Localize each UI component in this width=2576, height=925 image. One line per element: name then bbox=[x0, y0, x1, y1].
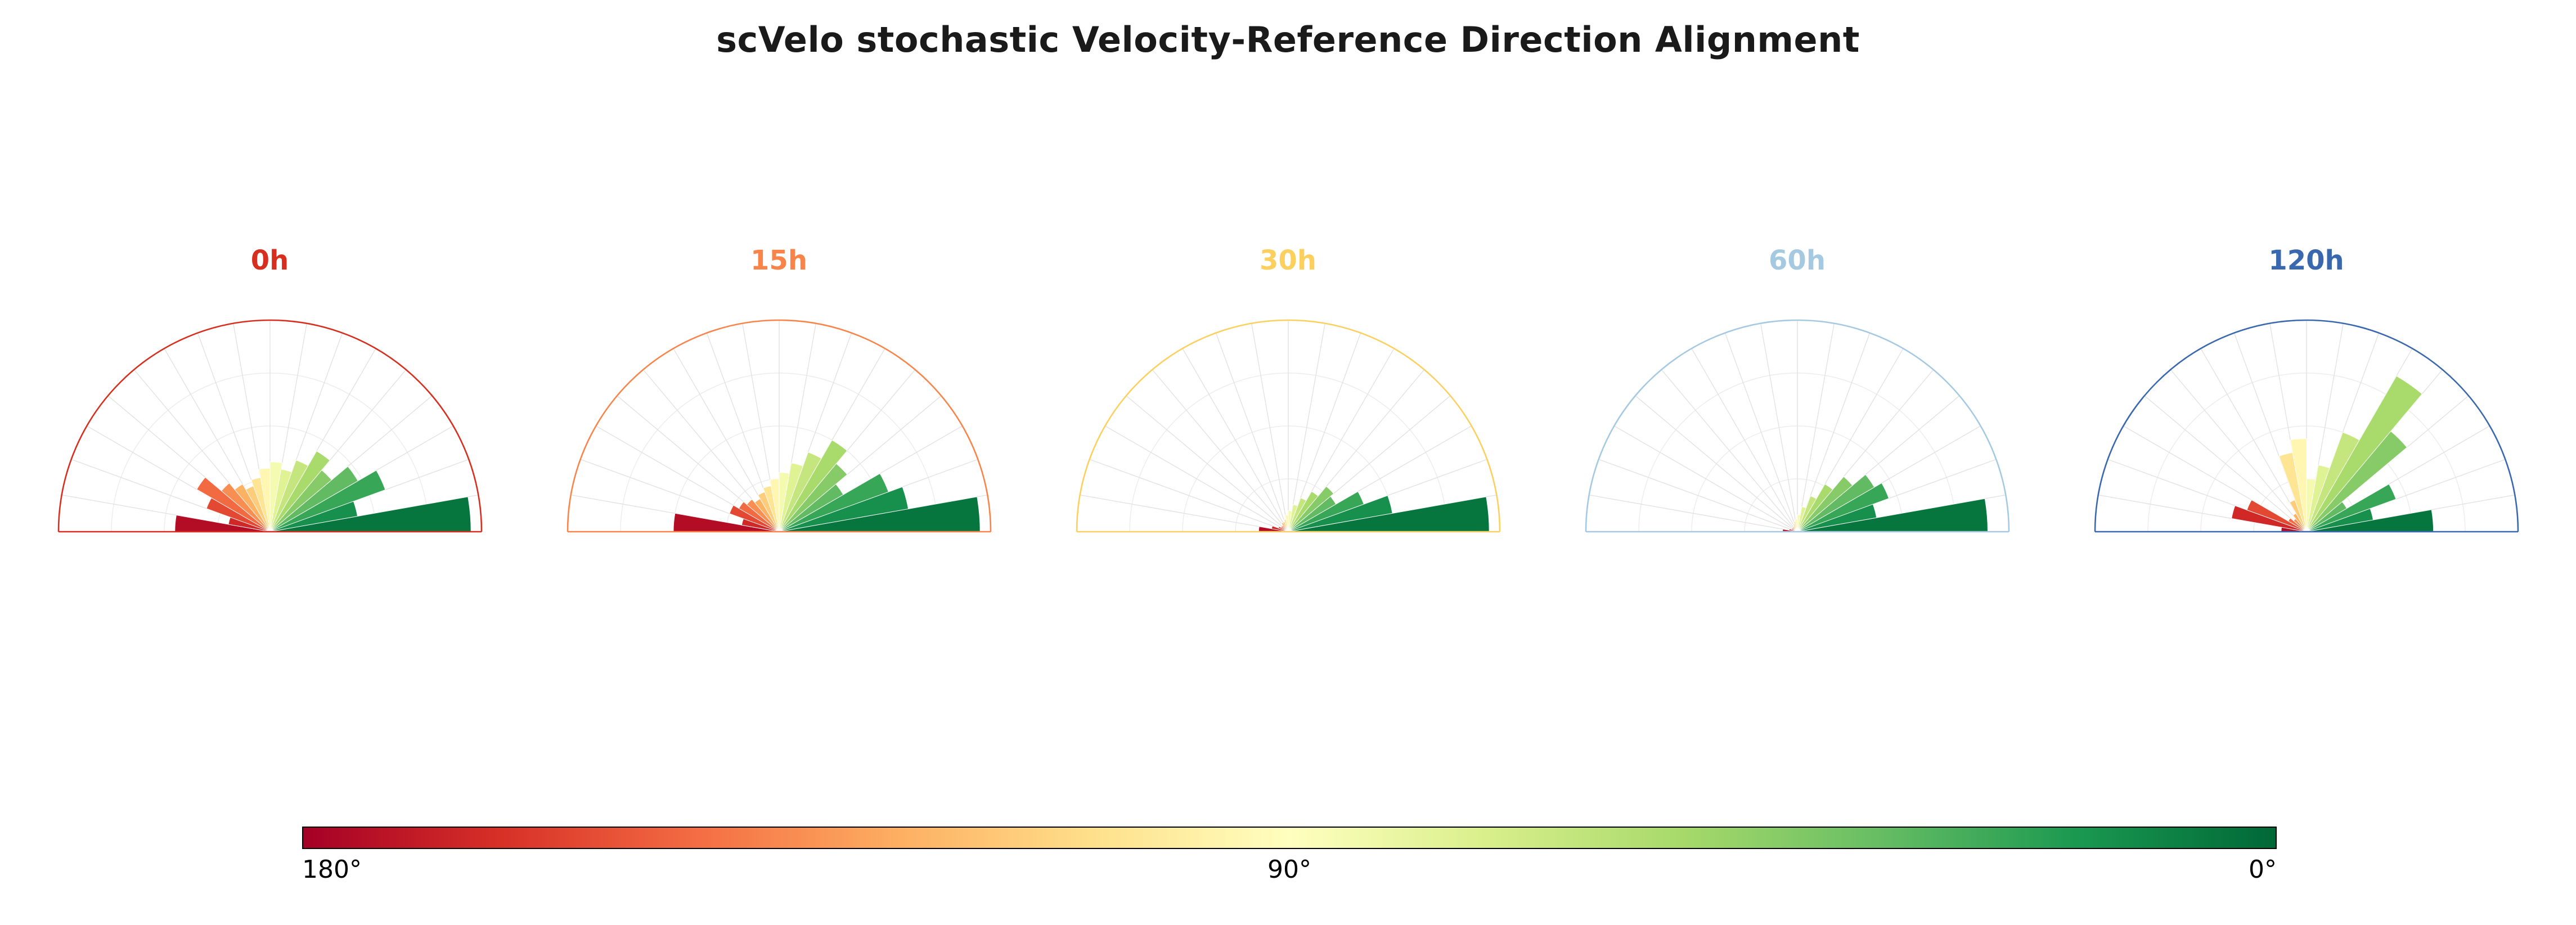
polar-spine-arc bbox=[1076, 319, 1500, 532]
histogram-bar bbox=[729, 505, 779, 532]
grid-spoke bbox=[1589, 495, 1797, 532]
histogram-bar bbox=[196, 477, 270, 532]
subplot-title-0h: 0h bbox=[250, 245, 289, 276]
histogram-bar bbox=[221, 482, 270, 532]
subplot-120h: 120h bbox=[2052, 245, 2561, 536]
grid-spoke bbox=[1691, 348, 1798, 532]
histogram-bar bbox=[234, 483, 270, 532]
histogram-bar bbox=[1797, 482, 1889, 532]
colorbar bbox=[302, 827, 2277, 849]
histogram-bar bbox=[746, 499, 779, 532]
subplot-15h: 15h bbox=[524, 245, 1033, 536]
histogram-bar bbox=[779, 463, 848, 532]
histogram-bar bbox=[269, 451, 330, 532]
grid-spoke bbox=[1126, 395, 1288, 532]
figure-title: scVelo stochastic Velocity-Reference Dir… bbox=[716, 19, 1860, 60]
subplot-0h: 0h bbox=[15, 245, 524, 536]
rose-chart-30h bbox=[1076, 319, 1500, 533]
histogram-bar bbox=[2306, 430, 2407, 532]
grid-spoke bbox=[1613, 425, 1797, 532]
histogram-bar bbox=[2290, 438, 2307, 532]
grid-spoke bbox=[1080, 495, 1288, 532]
colorbar-label-90deg: 90° bbox=[1267, 855, 1311, 884]
subplot-title-60h: 60h bbox=[1769, 245, 1826, 276]
grid-spoke bbox=[1251, 323, 1289, 532]
polar-spine-arc bbox=[567, 319, 991, 532]
polar-spine-arc bbox=[1585, 319, 2009, 532]
grid-spoke bbox=[1796, 323, 1835, 532]
grid-spoke bbox=[1598, 459, 1797, 532]
colorbar-label-180deg: 180° bbox=[302, 855, 362, 884]
histogram-bar bbox=[779, 439, 847, 532]
grid-spoke bbox=[1287, 323, 1325, 532]
grid-spoke bbox=[1635, 395, 1797, 532]
grid-spoke bbox=[1661, 369, 1798, 532]
histogram-bar bbox=[2306, 375, 2422, 532]
histogram-bar bbox=[269, 470, 386, 532]
rose-chart-15h bbox=[567, 319, 991, 533]
grid-spoke bbox=[1760, 323, 1798, 532]
grid-spoke bbox=[1152, 369, 1289, 532]
rose-chart-60h bbox=[1585, 319, 2009, 533]
subplot-title-30h: 30h bbox=[1260, 245, 1316, 276]
rose-chart-0h bbox=[57, 319, 482, 533]
rose-chart-120h bbox=[2094, 319, 2519, 533]
subplot-row: 0h 15h 30h 60h 120h bbox=[0, 245, 2576, 536]
grid-spoke bbox=[2170, 369, 2307, 532]
histogram-bar bbox=[1288, 486, 1334, 532]
histogram-bar bbox=[2287, 518, 2307, 532]
grid-spoke bbox=[2144, 395, 2307, 532]
grid-spoke bbox=[2200, 348, 2307, 532]
histogram-bar bbox=[738, 501, 779, 532]
grid-spoke bbox=[1215, 333, 1289, 532]
subplot-60h: 60h bbox=[1543, 245, 2052, 536]
histogram-bar bbox=[2231, 505, 2307, 532]
grid-spoke bbox=[1724, 333, 1798, 532]
grid-spoke bbox=[1089, 459, 1288, 532]
polar-spine-arc bbox=[57, 319, 482, 532]
grid-spoke bbox=[1181, 348, 1289, 532]
subplot-title-15h: 15h bbox=[750, 245, 807, 276]
histogram-bar bbox=[2306, 483, 2397, 532]
histogram-bar bbox=[2246, 499, 2307, 532]
grid-spoke bbox=[1104, 425, 1288, 532]
polar-spine-arc bbox=[2094, 319, 2519, 532]
subplot-title-120h: 120h bbox=[2268, 245, 2344, 276]
subplot-30h: 30h bbox=[1033, 245, 1543, 536]
colorbar-label-0deg: 0° bbox=[2249, 855, 2277, 884]
